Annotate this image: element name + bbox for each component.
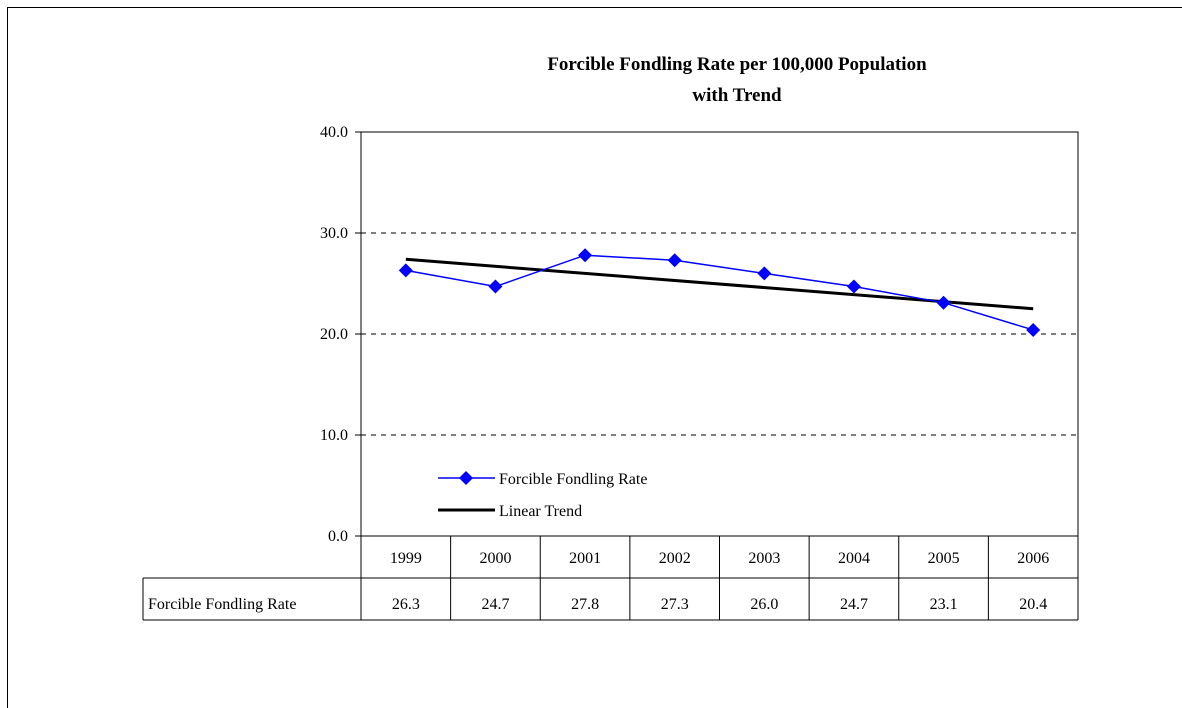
rate-point [1026,322,1041,337]
data-table-row-label: Forcible Fondling Rate [148,596,296,613]
table-value-cell: 24.7 [840,596,868,613]
table-value-cell: 26.3 [392,596,420,613]
y-tick-label: 30.0 [320,225,348,242]
table-value-cell: 23.1 [930,596,958,613]
rate-point [398,263,413,278]
chart-frame [7,7,1182,708]
x-category-label: 1999 [390,550,422,567]
y-tick-label: 0.0 [328,528,348,545]
x-category-label: 2000 [479,550,511,567]
x-category-label: 2005 [928,550,960,567]
rate-point [667,253,682,268]
rate-point [846,279,861,294]
rate-line [405,254,1034,331]
table-value-cell: 26.0 [750,596,778,613]
legend: Forcible Fondling Rate Linear Trend [438,471,647,520]
chart-title-line1: Forcible Fondling Rate per 100,000 Popul… [547,54,927,75]
rate-point [578,248,593,263]
x-category-label: 2003 [748,550,780,567]
legend-rate-marker [459,471,473,485]
chart-title-line2: with Trend [692,85,782,106]
legend-trend-label: Linear Trend [499,503,582,520]
y-tick-label: 40.0 [320,124,348,141]
data-table: Forcible Fondling Rate 1999 2000 2001 2002 2… [142,536,1079,621]
y-axis: 0.0 10.0 20.0 30.0 40.0 [320,124,361,545]
table-value-cell: 27.3 [661,596,689,613]
x-category-label: 2006 [1017,550,1049,567]
y-tick-label: 20.0 [320,326,348,343]
chart: Forcible Fondling Rate per 100,000 Popul… [142,54,1079,621]
x-category-label: 2002 [659,550,691,567]
table-value-cell: 24.7 [481,596,509,613]
rate-point [757,266,772,281]
x-category-label: 2001 [569,550,601,567]
rate-point [936,295,951,310]
rate-series [398,248,1041,337]
table-value-cell: 27.8 [571,596,599,613]
y-tick-label: 10.0 [320,427,348,444]
rate-point [488,279,503,294]
table-value-cell: 20.4 [1019,596,1047,613]
x-category-label: 2004 [838,550,870,567]
legend-rate-label: Forcible Fondling Rate [499,471,647,488]
